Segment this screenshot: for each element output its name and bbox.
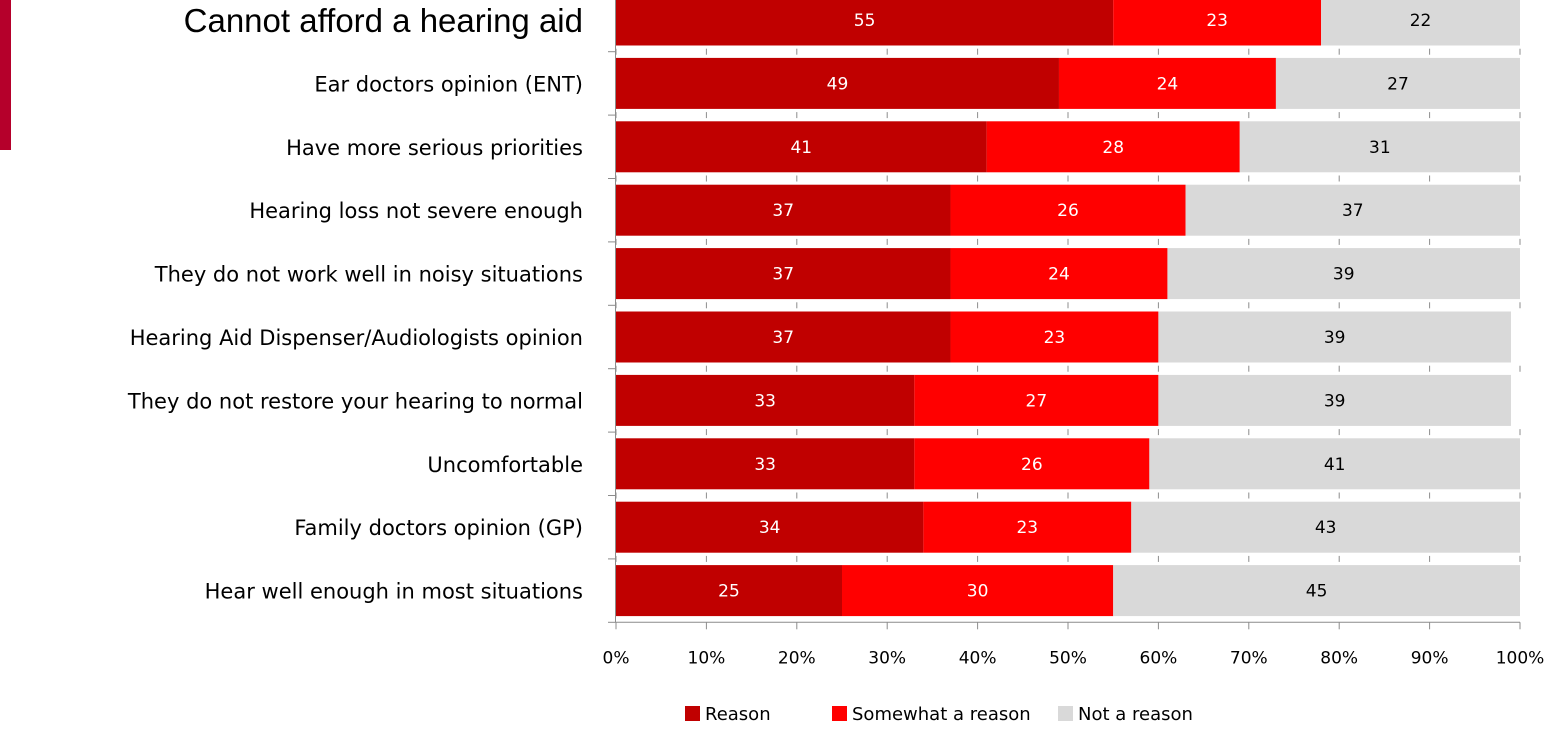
x-tick-label: 60%	[1140, 648, 1178, 668]
data-label: 41	[790, 138, 812, 158]
category-label: Hearing loss not severe enough	[249, 199, 583, 223]
x-tick-labels: 0% 10% 20% 30% 40% 50% 60% 70% 80% 90% 100%	[603, 648, 1545, 668]
data-label: 33	[754, 455, 776, 475]
bar-segment	[950, 184, 1186, 236]
legend-swatch	[1058, 706, 1073, 721]
category-label: Uncomfortable	[427, 453, 583, 477]
bar-segment	[616, 0, 1114, 46]
x-tick-label: 50%	[1049, 648, 1087, 668]
bar-segment	[923, 501, 1132, 553]
bar-segment	[1131, 501, 1520, 553]
data-label: 23	[1206, 11, 1228, 31]
x-tick-label: 80%	[1320, 648, 1358, 668]
legend-label: Somewhat a reason	[852, 704, 1031, 725]
bar-segment	[616, 374, 915, 426]
x-tick-label: 40%	[959, 648, 997, 668]
legend-swatch	[685, 706, 700, 721]
data-label: 22	[1410, 11, 1432, 31]
bar-segment	[1149, 438, 1520, 490]
data-label: 26	[1021, 455, 1043, 475]
x-tick-label: 100%	[1496, 648, 1545, 668]
bar-segment	[616, 501, 924, 553]
x-tick-label: 0%	[603, 648, 630, 668]
data-label: 55	[854, 11, 876, 31]
x-tick-label: 30%	[868, 648, 906, 668]
category-label: They do not work well in noisy situation…	[154, 263, 583, 287]
data-label: 24	[1157, 74, 1179, 94]
bars-layer: 55 23 22 49 24 27 41 28 31 37 26 37 37 24 39 37 23 39 33 27…	[616, 0, 1520, 617]
data-label: 41	[1324, 455, 1346, 475]
data-label: 23	[1016, 518, 1038, 538]
data-label: 49	[827, 74, 849, 94]
data-label: 24	[1048, 265, 1070, 285]
bar-segment	[616, 565, 842, 617]
bar-segment	[1321, 0, 1520, 46]
category-label: Ear doctors opinion (ENT)	[314, 72, 583, 96]
data-label: 37	[1342, 201, 1364, 221]
category-label: Family doctors opinion (GP)	[294, 516, 583, 540]
data-label: 39	[1324, 391, 1346, 411]
bar-segment	[1185, 184, 1520, 236]
bar-segment	[1058, 57, 1276, 109]
bar-segment	[1158, 311, 1511, 363]
category-labels: Cannot afford a hearing aid Ear doctors o…	[127, 2, 583, 604]
data-label: 39	[1333, 265, 1355, 285]
bar-segment	[616, 438, 915, 490]
category-label: Hearing Aid Dispenser/Audiologists opini…	[130, 326, 583, 350]
data-label: 37	[772, 201, 794, 221]
legend-label: Not a reason	[1078, 704, 1193, 725]
x-tick-label: 20%	[778, 648, 816, 668]
bar-segment	[616, 248, 951, 300]
data-label: 25	[718, 582, 740, 602]
x-tick-label: 90%	[1411, 648, 1449, 668]
data-label: 34	[759, 518, 781, 538]
data-label: 31	[1369, 138, 1391, 158]
bar-segment	[986, 121, 1240, 173]
axes-layer	[608, 0, 1521, 630]
data-label: 27	[1387, 74, 1409, 94]
category-label: Cannot afford a hearing aid	[184, 2, 583, 39]
bar-segment	[1113, 0, 1322, 46]
bar-segment	[616, 57, 1059, 109]
bar-segment	[1239, 121, 1520, 173]
data-label: 37	[772, 265, 794, 285]
bar-segment	[914, 374, 1159, 426]
category-label: Have more serious priorities	[286, 136, 583, 160]
legend: Reason Somewhat a reason Not a reason	[685, 704, 1193, 725]
legend-label: Reason	[705, 704, 771, 725]
bar-segment	[1167, 248, 1520, 300]
data-label: 30	[967, 582, 989, 602]
data-label: 23	[1044, 328, 1066, 348]
data-label: 33	[754, 391, 776, 411]
data-label: 45	[1306, 582, 1328, 602]
bar-segment	[950, 248, 1168, 300]
data-label: 26	[1057, 201, 1079, 221]
bar-segment	[616, 121, 987, 173]
x-tick-label: 70%	[1230, 648, 1268, 668]
data-label: 27	[1026, 391, 1048, 411]
accent-bar	[0, 0, 11, 150]
bar-segment	[950, 311, 1159, 363]
data-label: 37	[772, 328, 794, 348]
legend-swatch	[832, 706, 847, 721]
data-label: 43	[1315, 518, 1337, 538]
category-label: Hear well enough in most situations	[205, 580, 583, 604]
bar-segment	[842, 565, 1114, 617]
bar-segment	[616, 311, 951, 363]
bar-segment	[914, 438, 1150, 490]
bar-segment	[1113, 565, 1520, 617]
x-tick-label: 10%	[688, 648, 726, 668]
data-label: 28	[1102, 138, 1124, 158]
category-label: They do not restore your hearing to norm…	[127, 389, 583, 413]
bar-segment	[1158, 374, 1511, 426]
bar-segment	[616, 184, 951, 236]
bar-segment	[1275, 57, 1520, 109]
data-label: 39	[1324, 328, 1346, 348]
